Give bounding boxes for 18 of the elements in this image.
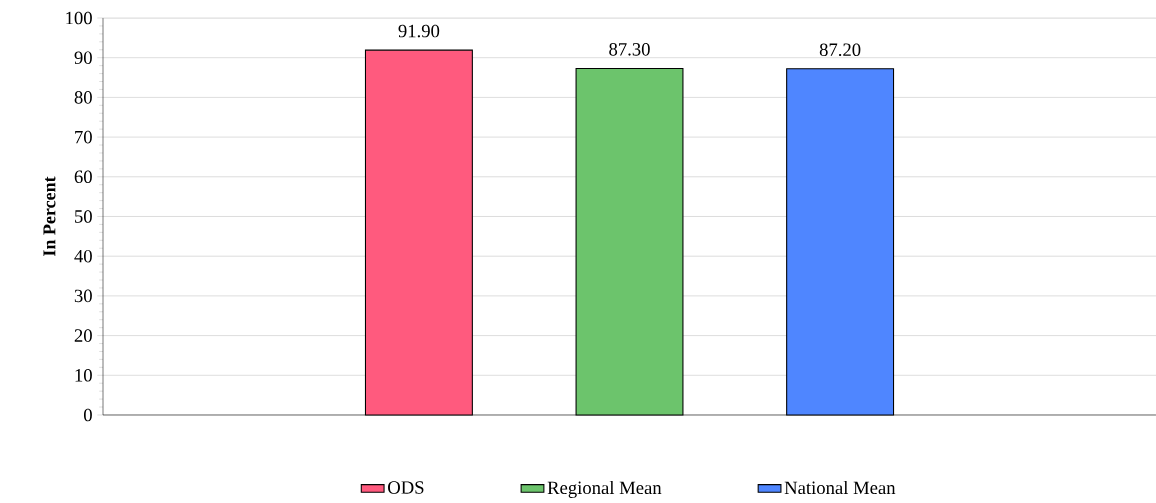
y-tick-label: 30	[74, 289, 92, 303]
y-tick-label: 10	[75, 368, 92, 382]
y-tick-label: 40	[74, 249, 92, 263]
y-tick-label: 0	[83, 408, 92, 422]
y-tick-label: 60	[74, 170, 92, 184]
legend-label: Regional Mean	[547, 480, 662, 498]
y-tick-label: 100	[66, 11, 92, 25]
y-axis-title: In Percent	[43, 176, 56, 256]
y-tick-label: 50	[75, 210, 92, 223]
legend-label: ODS	[388, 481, 424, 494]
y-tick-label: 90	[74, 51, 92, 64]
y-tick-label: 80	[74, 91, 92, 104]
y-tick-label: 70	[75, 130, 92, 144]
legend-label: National Mean	[784, 480, 896, 495]
y-tick-label: 20	[74, 329, 92, 342]
data-label: 87.30	[609, 43, 650, 56]
data-label: 91.90	[398, 24, 440, 38]
data-label: 87.20	[819, 43, 861, 57]
